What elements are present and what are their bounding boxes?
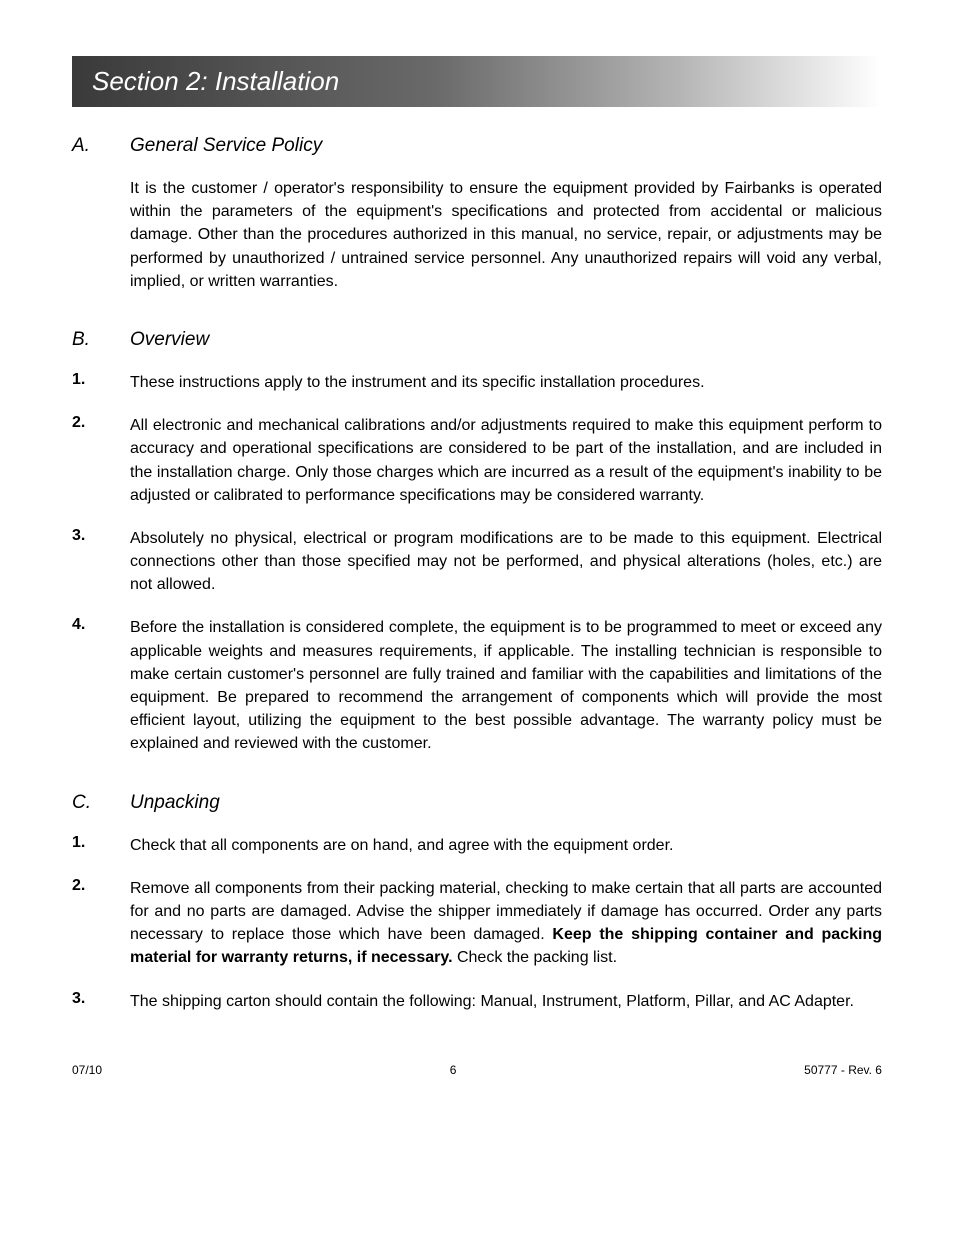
list-item: 4. Before the installation is considered… bbox=[72, 616, 882, 755]
section-title: Section 2: Installation bbox=[92, 66, 862, 97]
subsection-b-header: B. Overview bbox=[72, 329, 882, 351]
list-number: 4. bbox=[72, 616, 130, 755]
subsection-b-title: Overview bbox=[130, 329, 209, 351]
list-item: 1. Check that all components are on hand… bbox=[72, 834, 882, 857]
subsection-c-title: Unpacking bbox=[130, 792, 220, 814]
list-item: 2. Remove all components from their pack… bbox=[72, 877, 882, 970]
list-text: Absolutely no physical, electrical or pr… bbox=[130, 527, 882, 597]
list-number: 1. bbox=[72, 371, 130, 394]
list-number: 1. bbox=[72, 834, 130, 857]
page-footer: 07/10 6 50777 - Rev. 6 bbox=[72, 1063, 882, 1077]
list-item: 3. The shipping carton should contain th… bbox=[72, 990, 882, 1013]
subsection-a-header: A. General Service Policy bbox=[72, 135, 882, 157]
footer-left: 07/10 bbox=[72, 1063, 102, 1077]
c2-post: Check the packing list. bbox=[453, 949, 618, 966]
list-number: 2. bbox=[72, 877, 130, 970]
list-text: Before the installation is considered co… bbox=[130, 616, 882, 755]
subsection-c: C. Unpacking 1. Check that all component… bbox=[72, 792, 882, 1013]
list-number: 3. bbox=[72, 990, 130, 1013]
list-item: 3. Absolutely no physical, electrical or… bbox=[72, 527, 882, 597]
list-item: 2. All electronic and mechanical calibra… bbox=[72, 414, 882, 507]
list-number: 3. bbox=[72, 527, 130, 597]
subsection-b-letter: B. bbox=[72, 329, 130, 351]
subsection-b: B. Overview 1. These instructions apply … bbox=[72, 329, 882, 756]
subsection-a: A. General Service Policy It is the cust… bbox=[72, 135, 882, 293]
subsection-c-letter: C. bbox=[72, 792, 130, 814]
footer-right: 50777 - Rev. 6 bbox=[804, 1063, 882, 1077]
list-text: The shipping carton should contain the f… bbox=[130, 990, 882, 1013]
list-text: All electronic and mechanical calibratio… bbox=[130, 414, 882, 507]
list-text: Remove all components from their packing… bbox=[130, 877, 882, 970]
list-item: 1. These instructions apply to the instr… bbox=[72, 371, 882, 394]
list-number: 2. bbox=[72, 414, 130, 507]
section-header: Section 2: Installation bbox=[72, 56, 882, 107]
footer-center: 6 bbox=[450, 1063, 457, 1077]
list-text: Check that all components are on hand, a… bbox=[130, 834, 882, 857]
subsection-a-title: General Service Policy bbox=[130, 135, 322, 157]
list-text: These instructions apply to the instrume… bbox=[130, 371, 882, 394]
subsection-c-header: C. Unpacking bbox=[72, 792, 882, 814]
subsection-a-body: It is the customer / operator's responsi… bbox=[130, 177, 882, 293]
subsection-a-letter: A. bbox=[72, 135, 130, 157]
